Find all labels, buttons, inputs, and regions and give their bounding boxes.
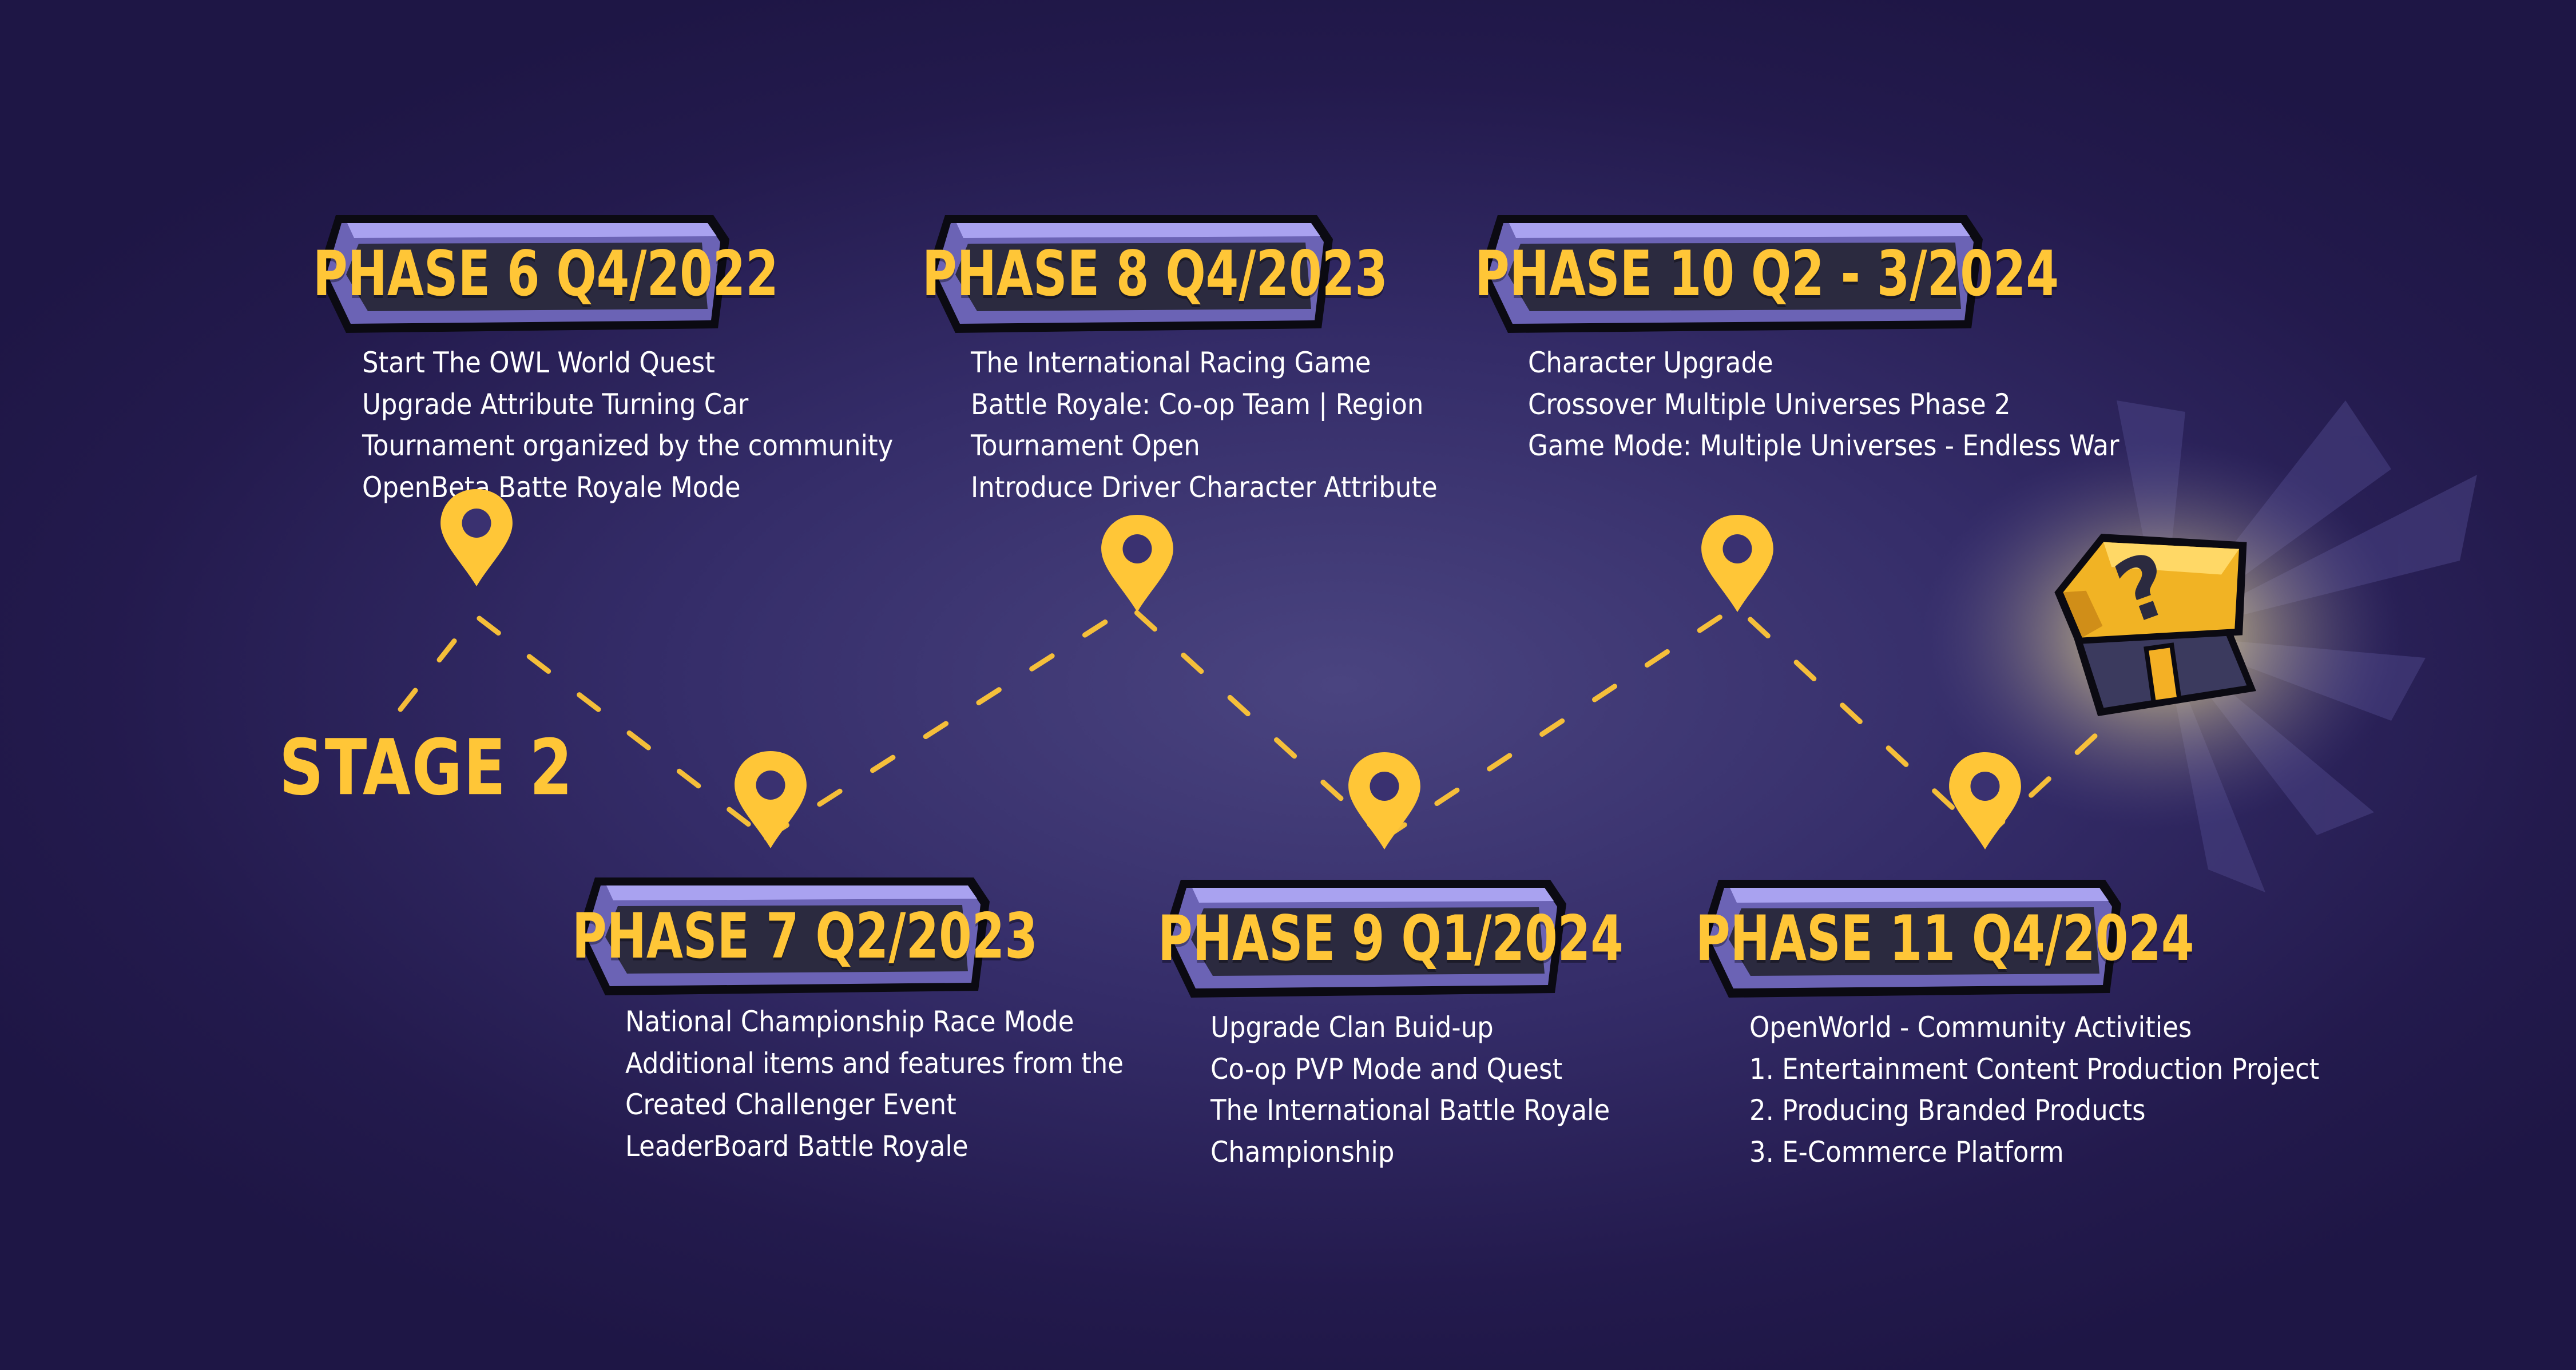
list-item: Championship xyxy=(1210,1135,1395,1169)
phase-title: PHASE 7 Q2/2023 xyxy=(572,900,1038,973)
stage-label: STAGE 2 xyxy=(279,724,574,813)
phase-7-badge: PHASE 7 Q2/2023 xyxy=(572,873,1038,1000)
phase-11-items: OpenWorld - Community Activities 1. Ente… xyxy=(1749,1007,2319,1173)
list-item: OpenBeta Batte Royale Mode xyxy=(362,470,741,504)
list-item: Created Challenger Event xyxy=(625,1088,956,1121)
list-item: Crossover Multiple Universes Phase 2 xyxy=(1528,387,2011,421)
phase-title: PHASE 11 Q4/2024 xyxy=(1696,902,2194,975)
list-item: Tournament Open xyxy=(971,429,1200,462)
phase-9-items: Upgrade Clan Buid-up Co-op PVP Mode and … xyxy=(1210,1007,1610,1173)
list-item: National Championship Race Mode xyxy=(625,1005,1074,1038)
list-item: Tournament organized by the community xyxy=(362,429,894,462)
list-item: 2. Producing Branded Products xyxy=(1749,1094,2146,1127)
list-item: Additional items and features from the xyxy=(625,1046,1124,1080)
path-segment-9-10-11 xyxy=(1382,603,1988,841)
list-item: Upgrade Attribute Turning Car xyxy=(362,387,749,421)
phase-title: PHASE 10 Q2 - 3/2024 xyxy=(1475,237,2059,311)
phase-11-badge: PHASE 11 Q4/2024 xyxy=(1696,875,2194,1002)
list-item: The International Battle Royale xyxy=(1210,1094,1610,1127)
phase-8-items: The International Racing Game Battle Roy… xyxy=(971,342,1438,508)
list-item: Character Upgrade xyxy=(1528,346,1773,379)
list-item: Game Mode: Multiple Universes - Endless … xyxy=(1528,429,2119,462)
list-item: Start The OWL World Quest xyxy=(362,346,715,379)
phase-title: PHASE 8 Q4/2023 xyxy=(922,237,1388,311)
list-item: 1. Entertainment Content Production Proj… xyxy=(1749,1052,2320,1086)
phase-9-badge: PHASE 9 Q1/2024 xyxy=(1158,875,1624,1002)
list-item: Co-op PVP Mode and Quest xyxy=(1210,1052,1563,1086)
phase-title: PHASE 9 Q1/2024 xyxy=(1158,902,1624,975)
list-item: Battle Royale: Co-op Team | Region xyxy=(971,387,1424,421)
path-segment-11-chest xyxy=(1982,724,2108,841)
list-item: LeaderBoard Battle Royale xyxy=(625,1129,969,1163)
list-item: 3. E-Commerce Platform xyxy=(1749,1135,2064,1169)
phase-7-items: National Championship Race Mode Addition… xyxy=(625,1001,1124,1167)
list-item: Upgrade Clan Buid-up xyxy=(1210,1011,1494,1044)
phase-6-badge: PHASE 6 Q4/2022 xyxy=(313,211,779,337)
path-segment-7-8-9 xyxy=(764,603,1387,841)
list-item: OpenWorld - Community Activities xyxy=(1749,1011,2192,1044)
phase-10-items: Character Upgrade Crossover Multiple Uni… xyxy=(1528,342,2119,467)
phase-10-badge: PHASE 10 Q2 - 3/2024 xyxy=(1475,211,2059,337)
phase-6-items: Start The OWL World Quest Upgrade Attrib… xyxy=(362,342,893,508)
phase-8-badge: PHASE 8 Q4/2023 xyxy=(922,211,1388,337)
phase-title: PHASE 6 Q4/2022 xyxy=(313,237,779,311)
list-item: Introduce Driver Character Attribute xyxy=(971,470,1438,504)
list-item: The International Racing Game xyxy=(971,346,1371,379)
